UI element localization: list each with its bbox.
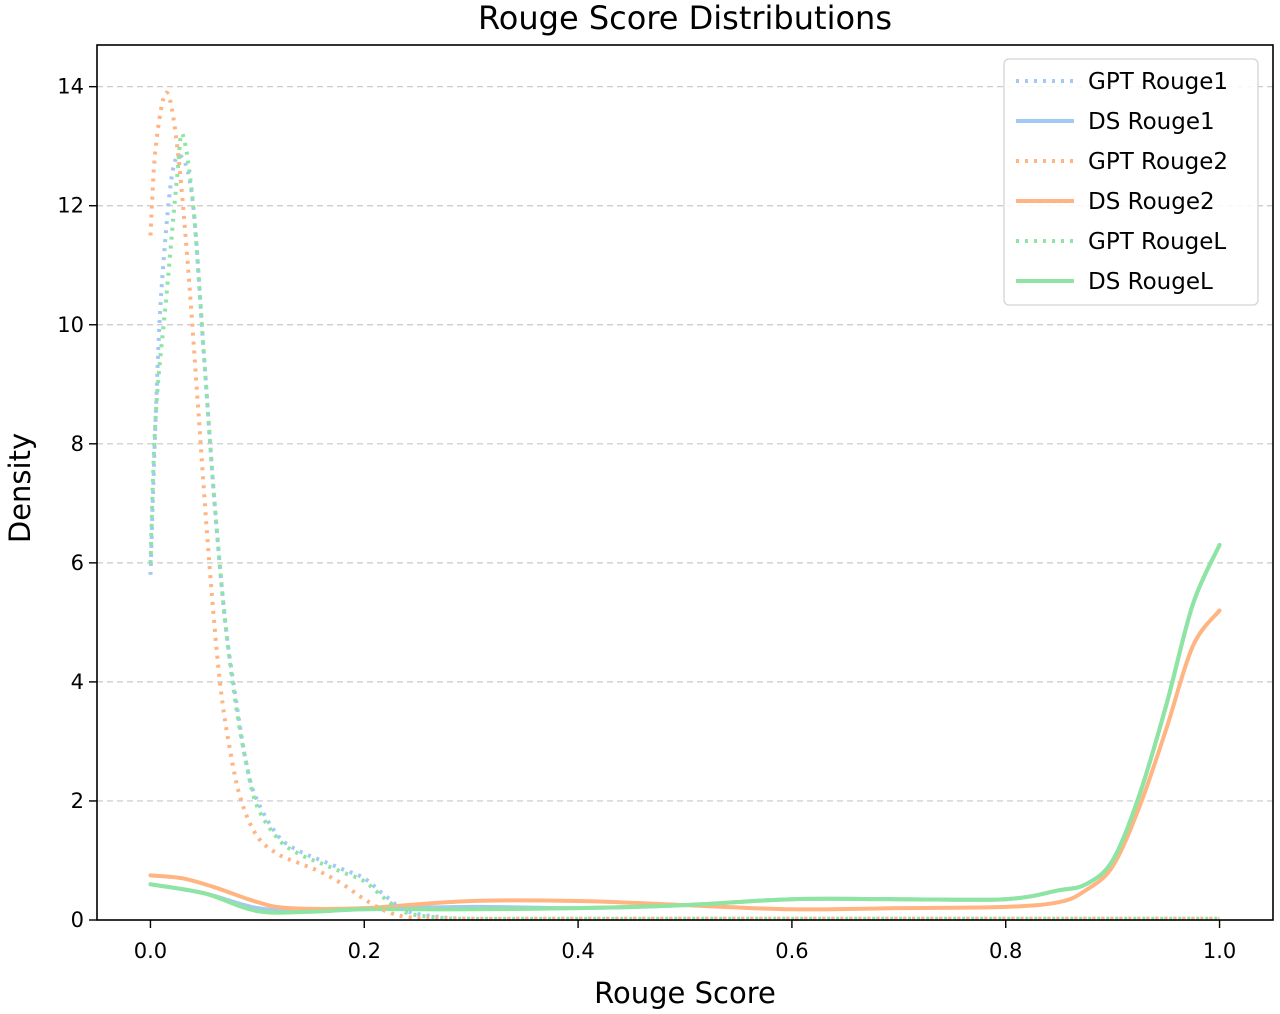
series-line-ds-rouge1: [148, 543, 1222, 914]
x-tick-label: 0.0: [134, 939, 167, 963]
x-tick-label: 0.6: [775, 939, 808, 963]
y-tick-label: 0: [71, 908, 84, 932]
x-tick-label: 0.2: [348, 939, 381, 963]
y-tick-label: 2: [71, 789, 84, 813]
x-tick-label: 0.4: [561, 939, 594, 963]
series-line-ds-rougel: [148, 543, 1222, 915]
legend: GPT Rouge1 DS Rouge1 GPT Rouge2 DS Rouge2 GP…: [1003, 58, 1259, 306]
series-line-ds-rouge2: [148, 608, 1222, 912]
y-axis-label: Density: [3, 433, 37, 543]
legend-label: GPT Rouge2: [1088, 149, 1228, 175]
series-line-gpt-rougel: [148, 131, 1220, 921]
x-tick-label: 1.0: [1203, 939, 1236, 963]
legend-label: GPT Rouge1: [1088, 69, 1228, 95]
y-tick-label: 8: [71, 432, 84, 456]
x-tick-label: 0.8: [989, 939, 1022, 963]
chart-title: Rouge Score Distributions: [478, 0, 892, 37]
legend-label: DS Rouge1: [1088, 109, 1215, 135]
y-axis-ticks: 0 2 4 6 8 10 12 14: [57, 75, 97, 932]
x-axis-ticks: 0.0 0.2 0.4 0.6 0.8 1.0: [134, 920, 1236, 963]
legend-label: GPT RougeL: [1088, 229, 1226, 255]
y-tick-label: 6: [71, 551, 84, 575]
y-tick-label: 4: [71, 670, 84, 694]
plot-frame: [96, 44, 1274, 921]
x-axis-label: Rouge Score: [594, 976, 776, 1010]
y-tick-label: 12: [57, 194, 84, 218]
y-tick-label: 10: [57, 313, 84, 337]
legend-label: DS Rouge2: [1088, 189, 1215, 215]
series-layer: [148, 90, 1222, 921]
legend-label: DS RougeL: [1088, 269, 1213, 295]
y-tick-label: 14: [57, 75, 84, 99]
